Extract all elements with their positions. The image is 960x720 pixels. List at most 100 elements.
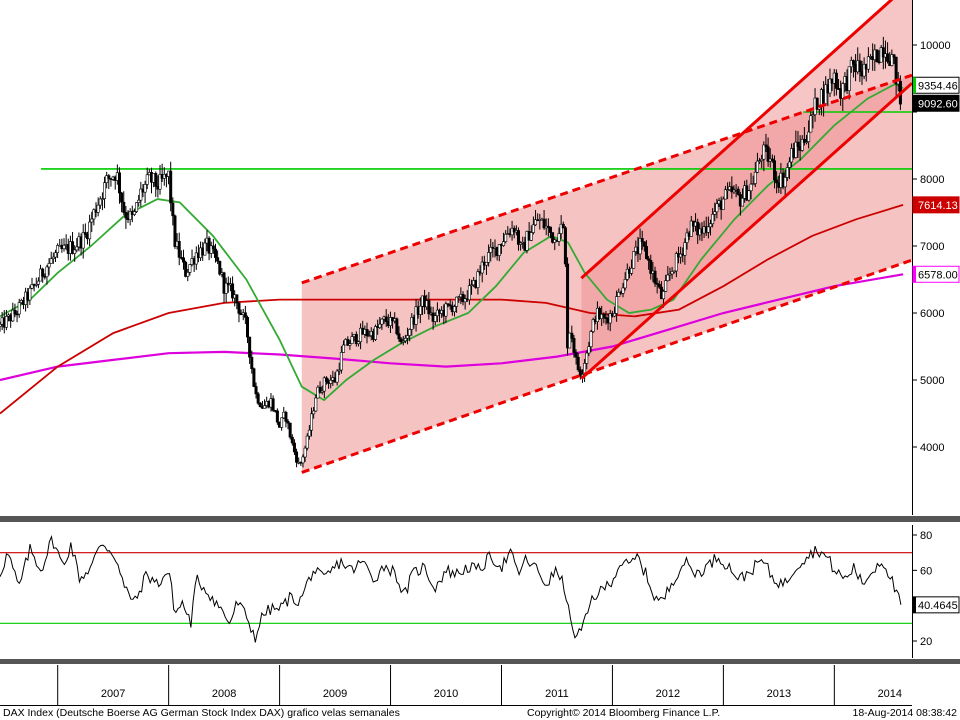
candle-body xyxy=(307,429,311,437)
candle-body xyxy=(621,287,625,294)
candle-body xyxy=(809,115,813,133)
candle-body xyxy=(81,232,85,249)
candle-body xyxy=(463,298,467,303)
candle-body xyxy=(851,60,855,65)
candle-body xyxy=(747,190,751,201)
x-axis-band xyxy=(0,665,912,705)
candle-body xyxy=(433,315,437,322)
x-tick-label: 2007 xyxy=(101,688,125,700)
candle-body xyxy=(847,66,851,91)
candle-body xyxy=(589,331,593,347)
candle-body xyxy=(322,377,326,392)
candle-body xyxy=(574,352,578,358)
candle-body xyxy=(811,114,815,117)
candle-body xyxy=(640,238,644,243)
candle-body xyxy=(378,323,382,328)
candle-body xyxy=(88,221,92,240)
x-axis: 2007 2008 2009 2010 2011 2012 2013 2014 xyxy=(0,665,912,706)
candle-body xyxy=(45,266,49,278)
candle-body xyxy=(685,232,689,243)
candle-body xyxy=(461,294,465,303)
candle-body xyxy=(655,283,659,285)
candle-body xyxy=(395,318,399,335)
candle-body xyxy=(862,63,866,77)
candle-body xyxy=(642,241,646,247)
candle-body xyxy=(749,183,753,192)
x-tick-label: 2009 xyxy=(323,688,347,700)
x-tick-label: 2013 xyxy=(767,688,791,700)
panel-separator-bottom xyxy=(0,659,960,664)
candle-body xyxy=(295,451,299,463)
candle-body xyxy=(666,274,670,281)
candle-body xyxy=(480,261,484,274)
y-axis-ticks: 4000 5000 6000 7000 8000 10000 20 60 80 xyxy=(912,40,951,648)
y-tick-label: 7000 xyxy=(920,241,944,253)
candle-body xyxy=(143,184,147,193)
candle-body xyxy=(770,158,774,161)
value-tag-7614.13: 7614.13 xyxy=(912,196,960,214)
candle-body xyxy=(638,238,642,255)
candle-body xyxy=(0,323,2,327)
candle-body xyxy=(83,232,87,235)
candle-body xyxy=(92,209,96,220)
candle-body xyxy=(374,326,378,340)
candle-body xyxy=(455,296,459,307)
candle-body xyxy=(557,233,561,242)
candle-body xyxy=(408,329,412,336)
candle-body xyxy=(886,53,890,62)
candle-body xyxy=(350,336,354,344)
candle-body xyxy=(312,410,316,415)
candle-body xyxy=(670,271,674,275)
candle-body xyxy=(470,284,474,287)
candle-body xyxy=(132,211,136,215)
candle-body xyxy=(47,263,51,268)
candle-body xyxy=(290,436,294,444)
candle-body xyxy=(598,307,602,319)
candle-body xyxy=(683,242,687,256)
candle-body xyxy=(117,172,121,194)
candle-body xyxy=(534,219,538,226)
candle-body xyxy=(15,313,19,316)
candle-body xyxy=(4,316,8,328)
candle-body xyxy=(672,270,676,273)
candle-body xyxy=(137,199,141,203)
svg-text:40.4645: 40.4645 xyxy=(918,600,958,612)
candle-body xyxy=(213,248,217,258)
candle-body xyxy=(34,283,38,286)
candle-body xyxy=(254,386,258,395)
candle-body xyxy=(248,336,252,358)
candle-body xyxy=(726,189,730,191)
svg-text:6578.00: 6578.00 xyxy=(918,269,958,281)
candle-body xyxy=(452,306,456,313)
value-tag-9354.46: 9354.46 xyxy=(912,76,960,94)
candle-body xyxy=(546,225,550,228)
candle-body xyxy=(516,230,520,245)
candle-body xyxy=(348,343,352,346)
candle-body xyxy=(657,284,661,288)
candle-body xyxy=(120,192,124,203)
candle-body xyxy=(755,160,759,173)
value-tag-6578.00: 6578.00 xyxy=(912,265,960,283)
candle-body xyxy=(275,410,279,423)
candle-body xyxy=(384,316,388,322)
moving-averages xyxy=(0,82,904,415)
footer-center: Copyright© 2014 Bloomberg Finance L.P. xyxy=(527,707,720,719)
candle-body xyxy=(892,54,896,58)
channel-2-upper-line xyxy=(580,0,894,280)
candle-body xyxy=(75,246,79,251)
candle-body xyxy=(730,186,734,193)
candle-body xyxy=(320,390,324,393)
candle-body xyxy=(286,421,290,424)
candle-body xyxy=(139,188,143,201)
candle-body xyxy=(689,220,693,237)
candle-body xyxy=(90,218,94,223)
candle-body xyxy=(587,346,591,354)
candle-body xyxy=(186,272,190,277)
channel-2-lower-line xyxy=(580,82,913,380)
candle-body xyxy=(783,177,787,188)
candle-body xyxy=(301,456,305,464)
x-tick-label: 2008 xyxy=(212,688,236,700)
candle-body xyxy=(894,56,898,85)
candle-body xyxy=(446,303,450,306)
candle-body xyxy=(785,167,789,178)
